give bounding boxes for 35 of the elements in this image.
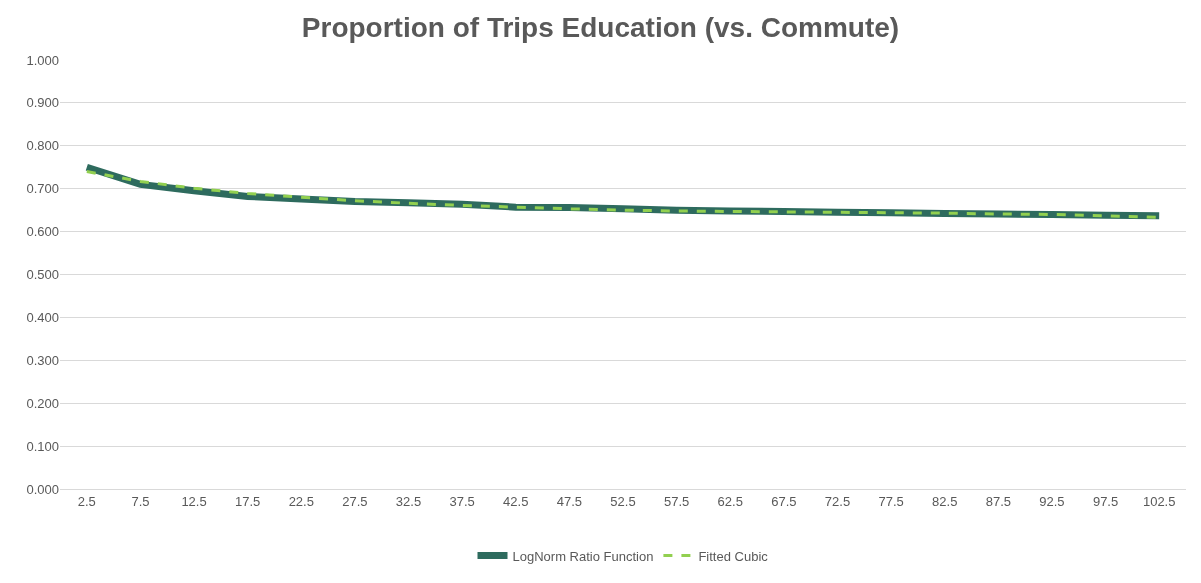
x-tick-label: 52.5 bbox=[610, 493, 636, 509]
x-tick-label: 57.5 bbox=[663, 493, 690, 509]
x-tick-label: 92.5 bbox=[1039, 493, 1065, 509]
y-tick-label: 0.100 bbox=[26, 438, 59, 454]
legend-label: LogNorm Ratio Function bbox=[512, 548, 654, 564]
x-tick-label: 77.5 bbox=[878, 493, 904, 509]
x-tick-label: 102.5 bbox=[1142, 493, 1176, 509]
y-tick-label: 0.900 bbox=[26, 95, 59, 111]
y-tick-label: 0.600 bbox=[26, 224, 59, 240]
y-tick-label: 0.200 bbox=[26, 395, 59, 411]
x-tick-label: 32.5 bbox=[395, 493, 422, 509]
x-tick-label: 72.5 bbox=[824, 493, 851, 509]
y-tick-label: 0.700 bbox=[26, 181, 59, 197]
x-tick-label: 42.5 bbox=[503, 493, 529, 509]
x-tick-label: 67.5 bbox=[771, 493, 797, 509]
x-tick-label: 7.5 bbox=[131, 493, 150, 509]
y-tick-label: 1.000 bbox=[26, 52, 59, 68]
y-tick-label: 0.500 bbox=[26, 267, 59, 283]
y-tick-label: 0.000 bbox=[26, 481, 59, 497]
x-tick-label: 22.5 bbox=[288, 493, 314, 509]
chart-title: Proportion of Trips Education (vs. Commute) bbox=[301, 12, 900, 44]
y-tick-label: 0.300 bbox=[26, 352, 59, 368]
y-tick-label: 0.800 bbox=[26, 138, 59, 154]
x-tick-label: 62.5 bbox=[717, 493, 743, 509]
x-tick-label: 2.5 bbox=[77, 493, 96, 509]
y-tick-label: 0.400 bbox=[26, 309, 59, 325]
x-tick-label: 82.5 bbox=[932, 493, 958, 509]
x-tick-label: 27.5 bbox=[342, 493, 368, 509]
x-tick-label: 17.5 bbox=[235, 493, 261, 509]
legend-label: Fitted Cubic bbox=[698, 548, 769, 564]
x-tick-label: 12.5 bbox=[181, 493, 207, 509]
x-tick-label: 47.5 bbox=[556, 493, 583, 509]
x-tick-label: 97.5 bbox=[1092, 493, 1119, 509]
x-tick-label: 37.5 bbox=[449, 493, 475, 509]
x-tick-label: 87.5 bbox=[985, 493, 1011, 509]
